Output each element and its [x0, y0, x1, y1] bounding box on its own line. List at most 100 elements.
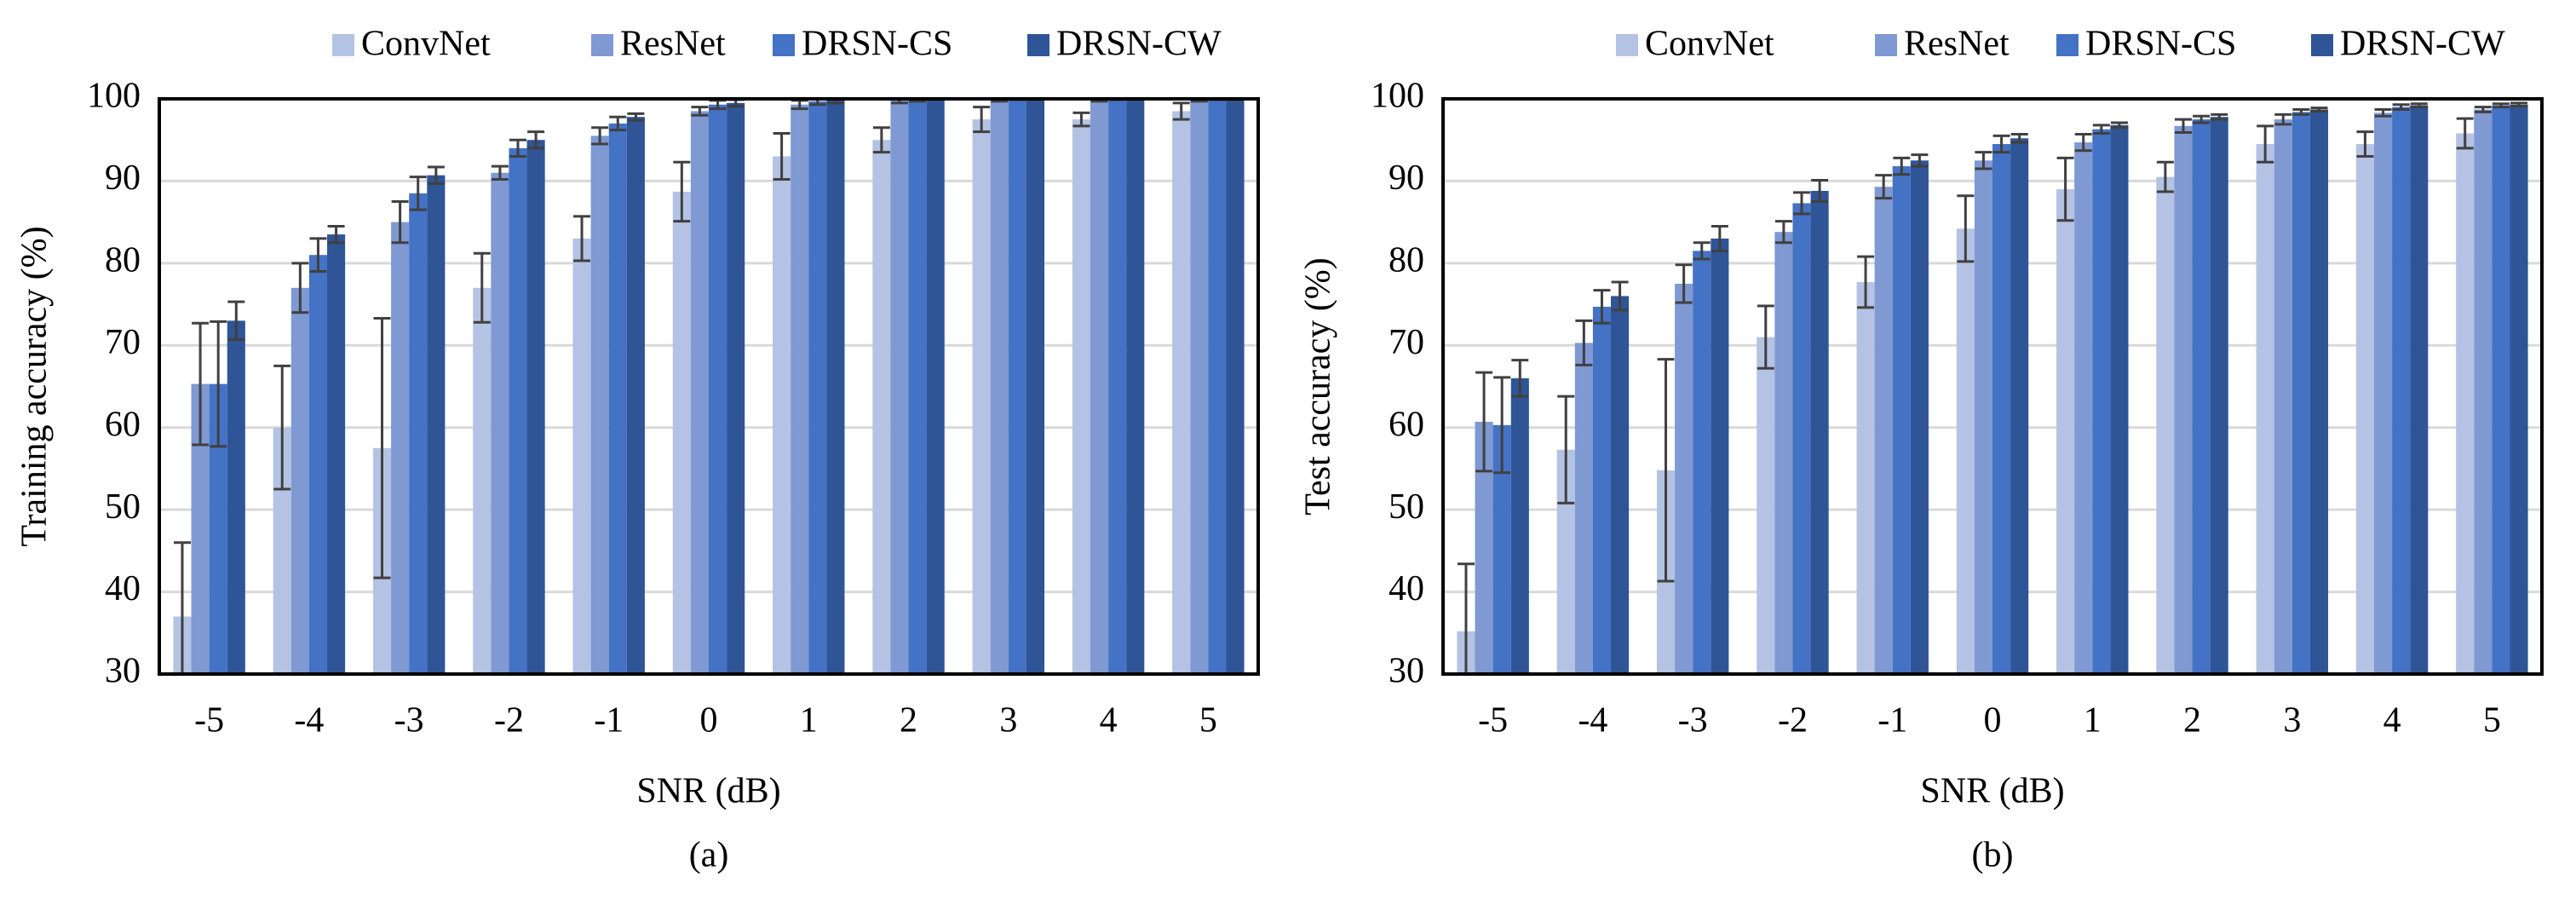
bar [826, 100, 845, 674]
bar [727, 102, 745, 674]
bar [2355, 144, 2374, 674]
error-bar [1957, 194, 1975, 263]
y-tick-label: 60 [1389, 405, 1424, 444]
bar [1172, 111, 1191, 674]
error-bar [1857, 255, 1875, 309]
bar [2309, 109, 2329, 674]
bar [1108, 99, 1127, 674]
legend-swatch [2056, 34, 2079, 56]
bar [409, 193, 428, 674]
error-bar [2074, 132, 2092, 153]
bar [391, 222, 410, 674]
bar [773, 156, 791, 674]
error-bar [2257, 124, 2274, 164]
error-bar [1675, 263, 1693, 304]
error-bar [1893, 156, 1911, 176]
y-tick-label: 100 [1371, 77, 1424, 116]
error-bar [2056, 156, 2074, 222]
bar [1892, 166, 1911, 674]
error-bar [1875, 174, 1893, 200]
x-tick-label: -4 [1578, 701, 1607, 741]
plot-frame [1441, 97, 2544, 676]
error-bar [2356, 130, 2374, 158]
bar [227, 320, 245, 674]
error-bar [1711, 224, 1728, 252]
legend-swatch [2311, 34, 2333, 56]
bar [1757, 337, 1775, 674]
error-bar [2110, 121, 2128, 130]
legend-swatch [1875, 34, 1897, 56]
legend-swatch [773, 34, 795, 56]
bar [2410, 105, 2429, 674]
bar [1592, 306, 1612, 674]
bar [1208, 99, 1227, 674]
error-bar [509, 138, 527, 158]
bar [2291, 112, 2310, 674]
bar [1475, 421, 1493, 674]
bar [626, 117, 645, 674]
bar [908, 99, 927, 674]
caption: (b) [1972, 836, 2014, 875]
bar [2156, 176, 2175, 674]
x-tick-label: -3 [1678, 701, 1708, 741]
bar [1992, 144, 2011, 674]
error-bar [1911, 153, 1929, 168]
error-bar [1657, 358, 1675, 583]
error-bar [1774, 220, 1792, 245]
x-tick-label: -3 [394, 701, 424, 741]
bar [1090, 99, 1109, 674]
error-bar [2274, 112, 2292, 126]
error-bar [273, 364, 291, 491]
bar [1510, 377, 1529, 674]
bar [791, 104, 809, 674]
error-bar [1457, 562, 1475, 674]
error-bar [2310, 107, 2328, 112]
plot-frame [158, 97, 1260, 676]
x-tick-label: 3 [999, 701, 1017, 741]
y-tick-label: 70 [105, 323, 141, 362]
bar [526, 140, 545, 674]
legend-swatch [1616, 34, 1638, 56]
error-bar [872, 126, 890, 154]
bar [191, 383, 210, 674]
x-tick-label: 2 [2183, 701, 2201, 741]
bar [2074, 142, 2093, 674]
bar [327, 234, 346, 674]
error-bar [2456, 117, 2474, 150]
error-bar [1575, 319, 1593, 366]
error-bar [2174, 118, 2192, 135]
y-axis-label: Test accuracy (%) [1299, 257, 1338, 516]
bar [1792, 203, 1811, 674]
x-tick-label: -1 [594, 701, 624, 741]
error-bar [2092, 124, 2110, 135]
x-tick-label: 0 [1984, 701, 2002, 741]
error-bar [1172, 101, 1190, 121]
bar [1072, 119, 1090, 674]
x-tick-label: -5 [1478, 701, 1508, 741]
error-bar [527, 130, 545, 150]
error-bar [1511, 359, 1529, 398]
y-axis-label: Training accuracy (%) [15, 226, 55, 546]
legend-label: DRSN-CS [802, 25, 952, 64]
x-tick-label: 5 [2483, 701, 2501, 741]
error-bar [291, 262, 309, 314]
error-bar [627, 112, 645, 122]
error-bar [1811, 178, 1829, 204]
error-bar [427, 165, 445, 185]
x-tick-label: -5 [194, 701, 224, 741]
x-tick-label: 1 [800, 701, 818, 741]
bar [1008, 99, 1026, 674]
error-bar [309, 237, 327, 273]
bar [690, 111, 709, 674]
error-bar [673, 160, 691, 223]
y-tick-label: 100 [87, 77, 141, 116]
x-tick-label: -1 [1877, 701, 1907, 741]
bar [427, 175, 446, 674]
error-bar [2010, 132, 2028, 144]
error-bar [491, 164, 509, 181]
y-tick-label: 80 [1389, 240, 1424, 279]
plot [173, 99, 1245, 674]
error-bar [327, 224, 345, 245]
x-tick-label: -2 [494, 701, 524, 741]
bar [926, 99, 945, 674]
